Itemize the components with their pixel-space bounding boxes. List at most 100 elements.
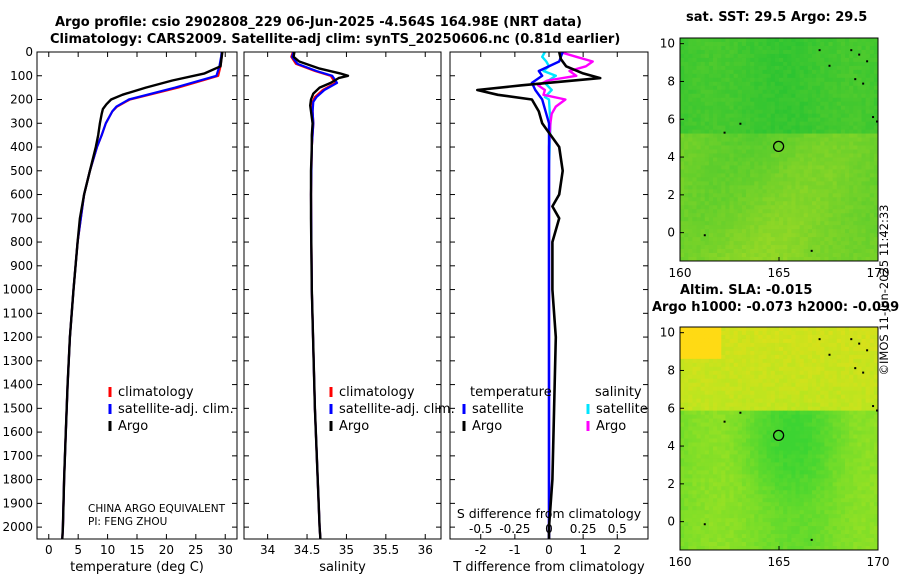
sst-map-cell (704, 81, 710, 87)
sla-map-cell (704, 510, 710, 515)
sla-map-cell (845, 382, 850, 388)
sst-map-cell (696, 125, 702, 130)
sst-map-cell (741, 141, 747, 146)
sla-map-cell (700, 502, 706, 507)
sst-map-cell (824, 85, 829, 91)
sst-map-cell (770, 217, 776, 222)
sst-map-cell (774, 229, 780, 234)
sla-map-cell (700, 466, 706, 471)
sst-map-cell (783, 61, 788, 67)
sla-map-cell (849, 386, 854, 392)
sst-map-cell (824, 237, 829, 242)
sla-map-cell (754, 338, 759, 344)
sst-map-cell (791, 157, 796, 162)
sla-map-cell (861, 498, 867, 503)
sst-map-cell (840, 165, 846, 170)
sla-map-cell (692, 394, 697, 400)
sla-map-cell (873, 366, 879, 372)
sla-map-cell (680, 342, 685, 348)
sst-map-cell (820, 57, 825, 63)
sst-map-cell (853, 233, 858, 238)
sst-map-cell (857, 161, 862, 166)
sla-map-cell (746, 406, 751, 412)
sla-map-cell (774, 442, 780, 447)
sla-map-cell (779, 330, 784, 336)
sst-map-cell (812, 57, 817, 63)
sla-map-cell (684, 438, 689, 443)
sst-map-cell (762, 137, 768, 142)
sst-map-cell (725, 89, 730, 95)
sla-map-cell (684, 498, 689, 503)
sst-map-cell (865, 241, 871, 246)
sst-map-cell (766, 161, 772, 166)
sst-map-cell (807, 121, 813, 127)
sst-map-cell (783, 137, 788, 142)
sst-map-cell (680, 149, 685, 154)
sla-map-cell (708, 486, 714, 491)
sla-map-cell (758, 406, 763, 412)
sst-map-cell (688, 89, 693, 95)
sla-map-cell (717, 374, 722, 380)
sla-map-cell (774, 342, 780, 348)
sla-map-cell (680, 434, 685, 439)
sla-map-cell (787, 374, 792, 380)
sst-map-cell (812, 93, 817, 99)
sla-map-cell (803, 330, 809, 336)
sst-map-cell (812, 189, 817, 194)
sst-map-cell (816, 209, 821, 214)
sla-map-cell (807, 506, 813, 511)
sst-map-cell (824, 121, 829, 127)
sst-map-cell (696, 69, 702, 75)
sst-map-cell (708, 205, 714, 210)
sst-map-cell (795, 193, 801, 198)
sla-map-cell (857, 338, 862, 344)
sla-map-cell (820, 502, 825, 507)
sla-map-cell (680, 406, 685, 412)
sla-map-cell (758, 338, 763, 344)
sst-map-cell (713, 193, 718, 198)
sst-map-cell (873, 141, 879, 146)
sst-map-cell (721, 209, 726, 214)
sst-map-cell (791, 177, 796, 182)
sst-map-cell (688, 45, 693, 51)
sla-map-cell (832, 346, 838, 352)
sla-map-cell (741, 398, 747, 404)
sst-map-cell (758, 157, 763, 162)
sst-map-cell (704, 145, 710, 150)
sst-map-cell (708, 61, 714, 67)
sst-map-cell (696, 105, 702, 111)
sla-map-cell (857, 378, 862, 384)
sla-map-cell (746, 494, 751, 499)
sst-map-cell (692, 73, 697, 79)
sla-map-cell (795, 362, 801, 368)
sla-map-cell (729, 438, 735, 443)
sla-map-cell (865, 502, 871, 507)
sst-map-cell (700, 209, 706, 214)
sst-map-cell (799, 161, 805, 166)
sla-map-cell (680, 510, 685, 515)
sla-map-cell (729, 422, 735, 427)
sla-map-cell (758, 454, 763, 459)
sla-map-cell (688, 354, 693, 360)
sla-map-cell (696, 382, 702, 388)
sst-map-cell (857, 237, 862, 242)
sst-map-cell (869, 157, 875, 162)
sst-map-cell (750, 57, 755, 63)
sst-map-cell (824, 213, 829, 218)
sla-map-cell (696, 426, 702, 431)
sst-map-cell (721, 225, 726, 230)
sst-map-cell (762, 197, 768, 202)
sla-map-cell (750, 466, 755, 471)
sla-map-cell (708, 406, 714, 412)
sst-map-cell (783, 109, 788, 115)
sst-map-cell (750, 169, 755, 174)
sst-map-cell (807, 133, 813, 138)
sst-map-cell (737, 241, 743, 246)
sla-map-cell (754, 442, 759, 447)
sla-map-cell (688, 346, 693, 352)
sst-map-cell (725, 109, 730, 115)
sst-map-cell (721, 93, 726, 99)
sst-map-cell (680, 157, 685, 162)
sla-map-cell (774, 382, 780, 388)
sst-map-cell (721, 181, 726, 186)
